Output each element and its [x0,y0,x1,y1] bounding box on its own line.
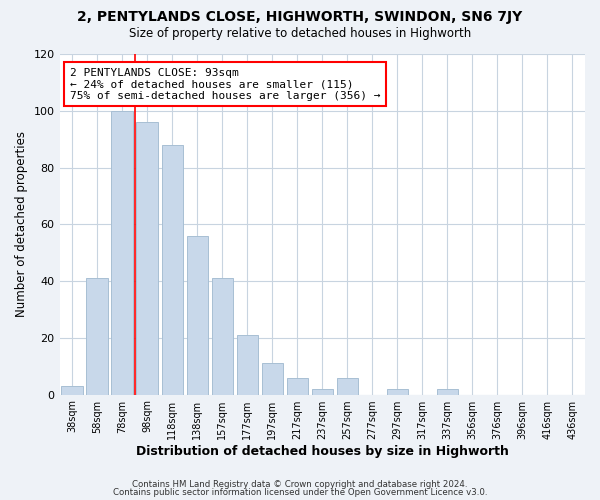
Text: Size of property relative to detached houses in Highworth: Size of property relative to detached ho… [129,28,471,40]
Text: 2, PENTYLANDS CLOSE, HIGHWORTH, SWINDON, SN6 7JY: 2, PENTYLANDS CLOSE, HIGHWORTH, SWINDON,… [77,10,523,24]
Bar [311,389,333,394]
Bar [437,389,458,394]
Bar [212,278,233,394]
Bar [161,145,183,394]
Text: Contains public sector information licensed under the Open Government Licence v3: Contains public sector information licen… [113,488,487,497]
Bar [387,389,408,394]
Bar [236,335,258,394]
Text: Contains HM Land Registry data © Crown copyright and database right 2024.: Contains HM Land Registry data © Crown c… [132,480,468,489]
Bar [262,364,283,394]
Bar [136,122,158,394]
X-axis label: Distribution of detached houses by size in Highworth: Distribution of detached houses by size … [136,444,509,458]
Bar [337,378,358,394]
Bar [187,236,208,394]
Bar [61,386,83,394]
Bar [112,111,133,395]
Bar [287,378,308,394]
Text: 2 PENTYLANDS CLOSE: 93sqm
← 24% of detached houses are smaller (115)
75% of semi: 2 PENTYLANDS CLOSE: 93sqm ← 24% of detac… [70,68,380,101]
Bar [86,278,108,394]
Y-axis label: Number of detached properties: Number of detached properties [15,132,28,318]
